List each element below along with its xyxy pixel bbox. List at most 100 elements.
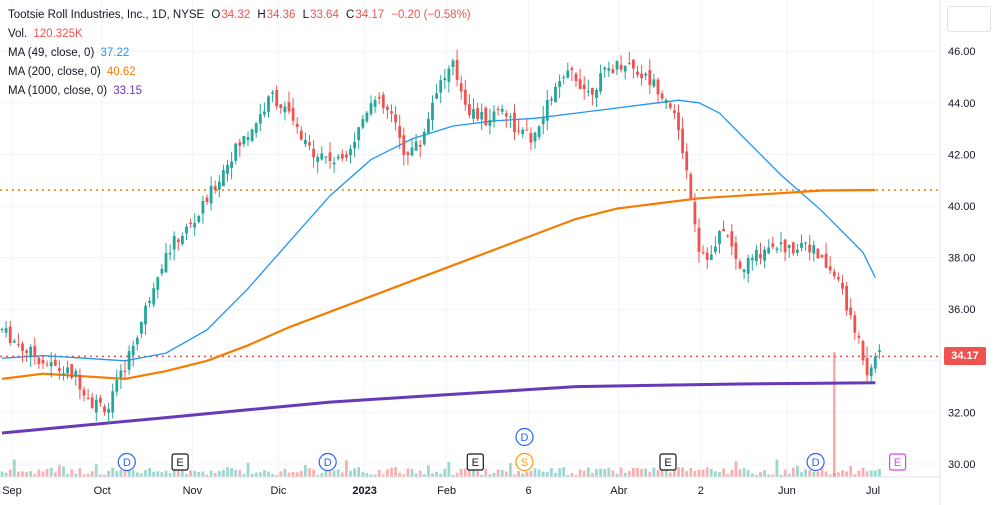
volume-bar xyxy=(304,465,307,477)
volume-bar xyxy=(357,467,361,477)
candle-body xyxy=(250,129,254,141)
split-marker[interactable]: S xyxy=(515,452,534,472)
candle-body xyxy=(140,321,143,334)
candle-body xyxy=(533,132,537,142)
candle-body xyxy=(103,406,106,413)
volume-bar xyxy=(636,467,639,477)
legend-open-label: O xyxy=(211,9,221,21)
volume-bar xyxy=(718,472,721,477)
marker-shape xyxy=(318,452,337,472)
candle-body xyxy=(431,102,434,121)
volume-bar xyxy=(353,468,356,477)
candle-body xyxy=(771,243,775,247)
candle-body xyxy=(463,89,467,105)
ma49-line xyxy=(1,99,876,362)
moving-averages xyxy=(1,99,876,435)
candle-body xyxy=(689,174,693,199)
candle-body xyxy=(504,113,508,117)
candle-body xyxy=(373,99,377,107)
marker-label: D xyxy=(812,457,820,469)
dividend-marker[interactable]: D xyxy=(117,452,136,472)
volume-bar xyxy=(386,469,389,477)
earnings-marker[interactable]: E xyxy=(171,453,189,471)
volume-bar xyxy=(759,472,762,477)
candle-body xyxy=(349,148,352,156)
volume-bar xyxy=(201,471,205,477)
dividend-marker[interactable]: D xyxy=(318,452,337,472)
candle-body xyxy=(234,143,238,161)
candle-body xyxy=(144,305,147,325)
volume-bar xyxy=(787,473,791,477)
volume-bar xyxy=(681,467,684,477)
marker-label: D xyxy=(521,432,529,444)
candle-body xyxy=(131,345,135,356)
volume-bar xyxy=(29,471,33,477)
legend-vol-row: Vol. 120.325K xyxy=(8,25,471,44)
volume-bar xyxy=(25,472,28,477)
candle-body xyxy=(205,197,209,203)
volume-bar xyxy=(500,470,504,477)
candle-body xyxy=(591,88,594,95)
candle-body xyxy=(29,347,33,357)
candle-body xyxy=(718,231,721,245)
candle-body xyxy=(521,129,525,135)
volume-bar xyxy=(677,467,680,477)
candle-body xyxy=(615,61,619,70)
candle-body xyxy=(193,223,197,228)
x-tick-label: 2 xyxy=(698,485,704,497)
settings-box[interactable] xyxy=(947,6,991,32)
candle-body xyxy=(275,89,279,107)
earnings-marker[interactable]: E xyxy=(466,453,484,471)
candle-body xyxy=(582,84,586,90)
marker-label: E xyxy=(472,457,479,469)
volume-bar xyxy=(119,469,123,477)
volume-bar xyxy=(685,471,689,477)
volume-bar xyxy=(33,473,37,477)
candle-body xyxy=(648,70,652,86)
candle-body xyxy=(873,356,877,369)
candle-body xyxy=(861,341,865,361)
volume-bar xyxy=(668,472,672,477)
dividend-marker[interactable]: D xyxy=(806,452,825,472)
volume-bar xyxy=(578,469,582,477)
candle-body xyxy=(12,340,16,343)
legend-change: −0.20 (−0.58%) xyxy=(391,9,471,21)
earnings-marker[interactable]: E xyxy=(659,453,677,471)
volume-bar xyxy=(480,474,484,477)
candle-body xyxy=(435,93,438,99)
candle-body xyxy=(759,254,762,259)
candle-body xyxy=(541,117,545,125)
x-tick-label: Sep xyxy=(2,485,22,497)
candle-body xyxy=(226,164,229,174)
candle-body xyxy=(586,91,590,93)
volume-bar xyxy=(185,473,188,477)
candle-body xyxy=(603,67,607,70)
volume-bar xyxy=(623,472,627,477)
candle-body xyxy=(410,147,414,156)
candle-body xyxy=(353,141,356,149)
marker-shape xyxy=(171,453,189,471)
candle-body xyxy=(697,227,701,252)
volume-bar xyxy=(705,467,709,477)
volume-bar xyxy=(869,470,873,477)
ma1000-line xyxy=(1,381,876,435)
event-markers[interactable]: D E D E S D E D E xyxy=(117,427,907,472)
candle-body xyxy=(869,367,873,377)
volume-bar xyxy=(796,465,799,477)
volume-bar xyxy=(340,472,344,477)
candle-body xyxy=(455,59,459,80)
volume-bar xyxy=(488,474,492,477)
volume-bar xyxy=(271,474,274,477)
earnings-future-marker[interactable]: E xyxy=(888,453,907,471)
volume-bar xyxy=(791,467,795,477)
legend-open: 34.32 xyxy=(221,9,251,21)
y-tick-label: 40.00 xyxy=(948,201,976,213)
volume-bar xyxy=(746,470,750,477)
candle-body xyxy=(652,79,656,87)
dividend-marker[interactable]: D xyxy=(515,427,534,447)
volume-bar xyxy=(472,468,475,477)
volume-bar xyxy=(168,473,172,477)
volume-bar xyxy=(90,471,94,477)
x-tick-label: 2023 xyxy=(352,485,376,497)
